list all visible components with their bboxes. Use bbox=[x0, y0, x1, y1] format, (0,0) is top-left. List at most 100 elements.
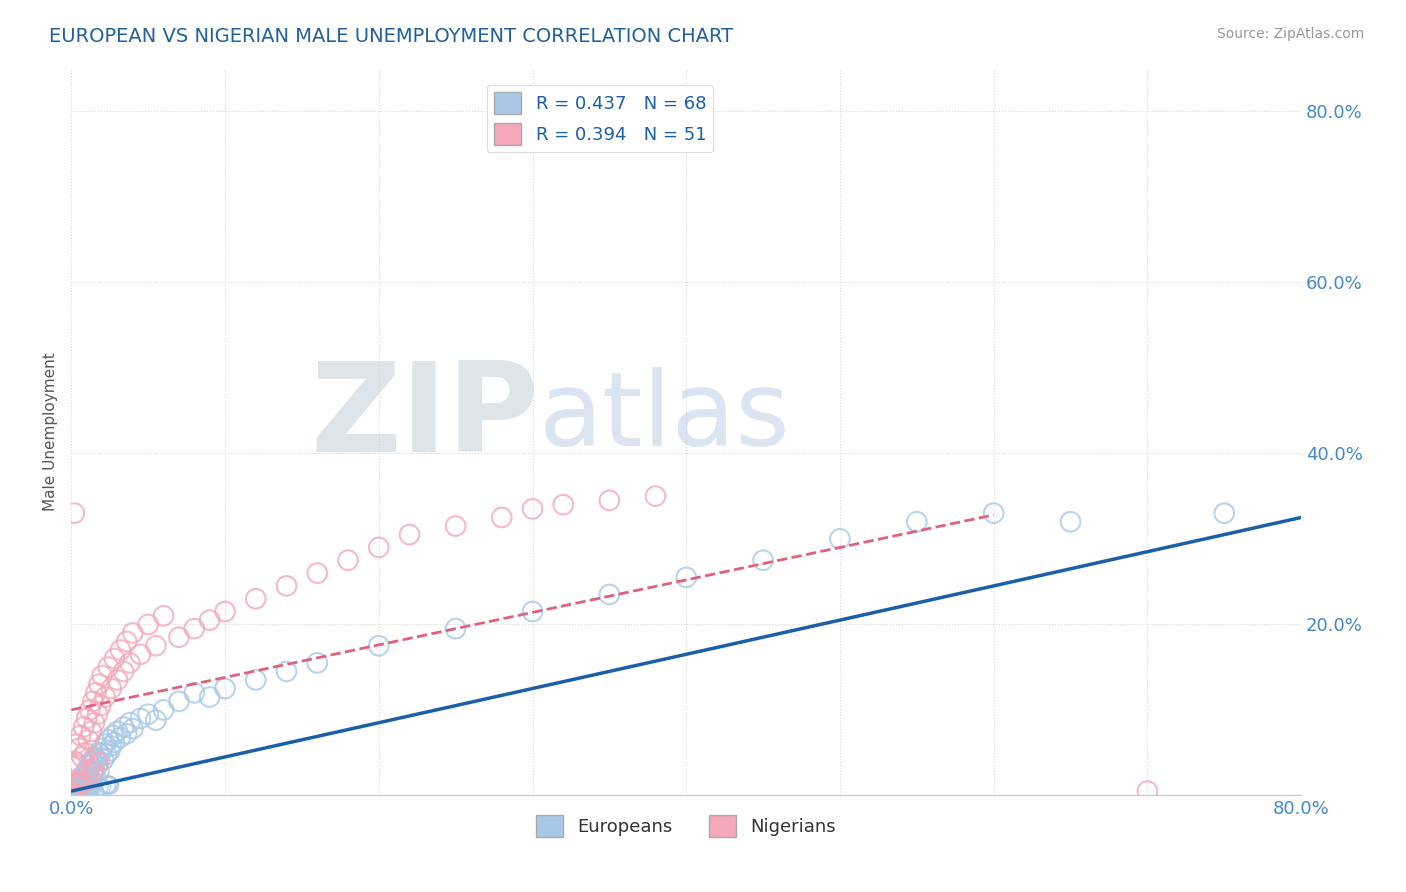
Point bbox=[367, 639, 389, 653]
Point bbox=[62, 782, 84, 797]
Point bbox=[103, 735, 125, 749]
Point bbox=[101, 729, 124, 743]
Point bbox=[82, 756, 104, 770]
Point bbox=[65, 788, 87, 802]
Point bbox=[100, 681, 122, 696]
Point bbox=[62, 788, 84, 802]
Point bbox=[522, 502, 544, 516]
Point bbox=[444, 622, 467, 636]
Point bbox=[63, 506, 86, 520]
Point bbox=[118, 715, 141, 730]
Point bbox=[77, 783, 100, 797]
Point bbox=[65, 737, 87, 751]
Point bbox=[72, 784, 94, 798]
Point bbox=[337, 553, 360, 567]
Point bbox=[107, 724, 129, 739]
Point bbox=[167, 630, 190, 644]
Point bbox=[67, 786, 90, 800]
Point bbox=[62, 788, 84, 802]
Point bbox=[62, 788, 84, 802]
Point bbox=[69, 776, 91, 790]
Point bbox=[98, 778, 121, 792]
Point bbox=[62, 788, 84, 802]
Point bbox=[83, 765, 105, 780]
Point bbox=[112, 720, 135, 734]
Point bbox=[82, 759, 104, 773]
Point bbox=[77, 772, 100, 786]
Point bbox=[66, 781, 89, 796]
Point bbox=[62, 787, 84, 801]
Point bbox=[69, 772, 91, 787]
Point bbox=[75, 784, 97, 798]
Point bbox=[307, 566, 329, 580]
Point bbox=[77, 764, 100, 779]
Point bbox=[87, 764, 110, 779]
Point bbox=[97, 732, 120, 747]
Point bbox=[98, 744, 121, 758]
Point bbox=[65, 784, 87, 798]
Point bbox=[183, 622, 205, 636]
Point bbox=[62, 788, 84, 802]
Point bbox=[93, 752, 115, 766]
Point bbox=[145, 713, 167, 727]
Legend: Europeans, Nigerians: Europeans, Nigerians bbox=[529, 808, 844, 845]
Point bbox=[87, 754, 110, 768]
Point bbox=[63, 780, 86, 794]
Point bbox=[198, 613, 221, 627]
Point bbox=[89, 698, 111, 713]
Text: atlas: atlas bbox=[538, 367, 790, 468]
Point bbox=[77, 732, 100, 747]
Point bbox=[82, 780, 104, 795]
Point bbox=[75, 746, 97, 760]
Point bbox=[69, 772, 91, 786]
Y-axis label: Male Unemployment: Male Unemployment bbox=[44, 352, 58, 511]
Point bbox=[121, 626, 143, 640]
Point bbox=[70, 750, 93, 764]
Point bbox=[367, 541, 389, 555]
Point bbox=[76, 711, 98, 725]
Point bbox=[307, 656, 329, 670]
Point bbox=[62, 788, 84, 802]
Point bbox=[91, 780, 114, 794]
Point bbox=[491, 510, 513, 524]
Point bbox=[84, 686, 107, 700]
Point bbox=[214, 681, 236, 696]
Point bbox=[183, 686, 205, 700]
Point bbox=[65, 785, 87, 799]
Point bbox=[276, 579, 298, 593]
Point bbox=[65, 788, 87, 802]
Point bbox=[87, 677, 110, 691]
Point bbox=[112, 665, 135, 679]
Point bbox=[97, 777, 120, 791]
Point bbox=[115, 634, 138, 648]
Point bbox=[63, 785, 86, 799]
Point bbox=[65, 786, 87, 800]
Point bbox=[63, 786, 86, 800]
Point bbox=[118, 656, 141, 670]
Point bbox=[94, 737, 117, 751]
Point bbox=[79, 703, 101, 717]
Point bbox=[522, 605, 544, 619]
Point bbox=[76, 763, 98, 777]
Point bbox=[79, 772, 101, 786]
Point bbox=[152, 703, 174, 717]
Point bbox=[1136, 784, 1159, 798]
Point bbox=[69, 774, 91, 789]
Point bbox=[121, 722, 143, 736]
Point bbox=[63, 754, 86, 768]
Point bbox=[96, 747, 118, 762]
Point bbox=[129, 648, 152, 662]
Point bbox=[70, 781, 93, 796]
Point bbox=[69, 729, 91, 743]
Point bbox=[444, 519, 467, 533]
Point bbox=[80, 724, 103, 739]
Point bbox=[598, 587, 620, 601]
Point bbox=[83, 750, 105, 764]
Point bbox=[69, 774, 91, 789]
Point bbox=[1213, 506, 1236, 520]
Point bbox=[69, 778, 91, 792]
Point bbox=[94, 690, 117, 704]
Point bbox=[66, 785, 89, 799]
Point bbox=[63, 785, 86, 799]
Point bbox=[70, 782, 93, 797]
